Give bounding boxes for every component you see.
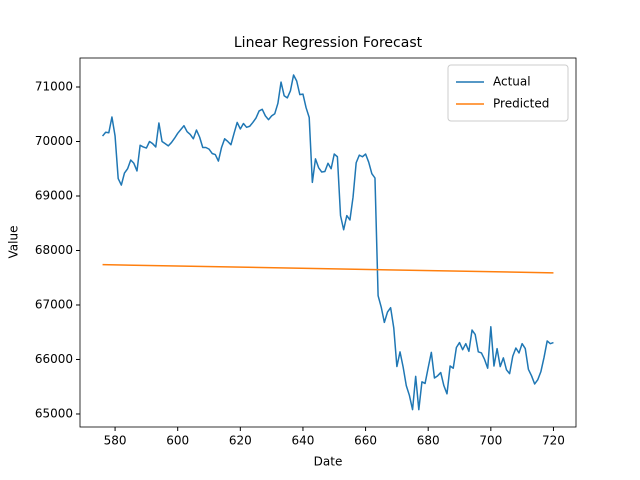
y-axis-label: Value bbox=[7, 226, 21, 259]
y-tick-label: 71000 bbox=[35, 79, 73, 93]
legend-label: Predicted bbox=[493, 97, 549, 111]
series-line bbox=[102, 263, 554, 274]
x-tick-label: 660 bbox=[354, 434, 377, 448]
y-tick-label: 67000 bbox=[35, 297, 73, 311]
x-tick-label: 580 bbox=[104, 434, 127, 448]
x-tick-label: 680 bbox=[417, 434, 440, 448]
y-tick-label: 70000 bbox=[35, 134, 73, 148]
y-tick-label: 69000 bbox=[35, 188, 73, 202]
y-tick-label: 66000 bbox=[35, 352, 73, 366]
x-tick-label: 720 bbox=[542, 434, 565, 448]
x-tick-label: 620 bbox=[229, 434, 252, 448]
chart-title: Linear Regression Forecast bbox=[234, 35, 423, 51]
x-tick-label: 600 bbox=[166, 434, 189, 448]
x-axis-label: Date bbox=[314, 455, 343, 469]
x-tick-label: 640 bbox=[291, 434, 314, 448]
legend-box bbox=[447, 64, 569, 122]
legend-label: Actual bbox=[493, 75, 531, 89]
series-line bbox=[101, 74, 554, 411]
x-tick-label: 700 bbox=[479, 434, 502, 448]
y-tick-label: 65000 bbox=[35, 406, 73, 420]
plot-frame bbox=[79, 57, 577, 428]
y-tick-label: 68000 bbox=[35, 243, 73, 257]
